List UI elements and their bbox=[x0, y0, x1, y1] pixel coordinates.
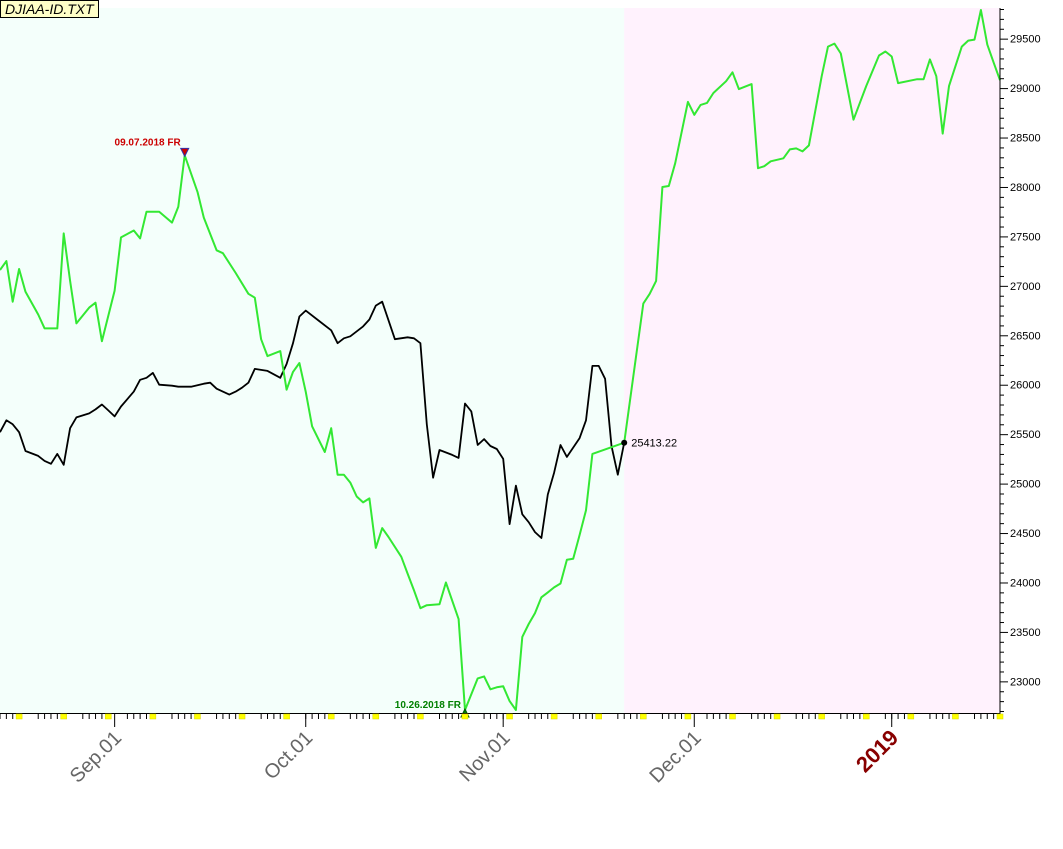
week-end-marker bbox=[417, 713, 424, 720]
week-end-marker bbox=[862, 713, 870, 720]
week-end-marker bbox=[550, 713, 558, 720]
price-tick-label: 29500 bbox=[1010, 34, 1041, 46]
shaded-region-history bbox=[0, 8, 625, 713]
week-end-marker bbox=[194, 713, 201, 720]
week-end-marker bbox=[60, 713, 67, 720]
week-end-marker bbox=[372, 713, 380, 720]
price-tick-label: 24000 bbox=[1010, 577, 1041, 589]
month-label: Oct.01 bbox=[260, 727, 317, 784]
week-end-marker bbox=[105, 713, 112, 720]
month-label: Nov.01 bbox=[455, 727, 514, 786]
week-end-marker bbox=[238, 713, 246, 720]
time-axis: Sep.01 Oct.01 Nov.01 Dec.01 2019 bbox=[0, 713, 1004, 787]
week-end-marker bbox=[595, 713, 602, 720]
price-tick-label: 23000 bbox=[1010, 676, 1041, 688]
last-value-label: 25413.22 bbox=[631, 438, 677, 450]
week-end-marker bbox=[15, 713, 23, 720]
week-end-marker bbox=[327, 713, 335, 720]
price-tick-label: 24500 bbox=[1010, 528, 1041, 540]
background-regions bbox=[0, 8, 1000, 713]
last-value-dot bbox=[621, 439, 628, 446]
price-axis: 23000 23500 24000 24500 25000 25500 26000 26500… bbox=[999, 8, 1041, 713]
price-tick-label: 28500 bbox=[1010, 133, 1041, 145]
week-end-marker bbox=[283, 713, 290, 720]
price-tick-label: 25500 bbox=[1010, 429, 1041, 441]
week-end-marker bbox=[996, 713, 1004, 720]
price-tick-label: 28000 bbox=[1010, 182, 1041, 194]
price-tick-label: 27000 bbox=[1010, 281, 1041, 293]
week-end-marker bbox=[818, 713, 825, 720]
price-tick-label: 25000 bbox=[1010, 479, 1041, 491]
year-label: 2019 bbox=[851, 725, 903, 777]
week-end-marker bbox=[684, 713, 692, 720]
price-tick-label: 26500 bbox=[1010, 330, 1041, 342]
price-line bbox=[0, 300, 626, 539]
price-tick-label: 27500 bbox=[1010, 231, 1041, 243]
shaded-region-projection bbox=[624, 8, 1000, 713]
price-tick-label: 23500 bbox=[1010, 627, 1041, 639]
projection-line bbox=[0, 9, 1001, 711]
week-end-marker bbox=[773, 713, 781, 720]
price-tick-label: 26000 bbox=[1010, 380, 1041, 392]
high-marker bbox=[179, 147, 190, 158]
week-end-marker bbox=[729, 713, 736, 720]
week-end-marker bbox=[907, 713, 915, 720]
week-end-marker bbox=[952, 713, 959, 720]
chart-title: DJIAA-ID.TXT bbox=[0, 0, 99, 18]
price-tick-label: 29000 bbox=[1010, 83, 1041, 95]
low-label: 10.26.2018 FR bbox=[395, 700, 462, 711]
week-end-marker bbox=[461, 713, 469, 720]
month-label: Sep.01 bbox=[66, 727, 126, 787]
series-group bbox=[0, 9, 1001, 711]
high-label: 09.07.2018 FR bbox=[115, 137, 182, 148]
month-label: Dec.01 bbox=[645, 727, 705, 787]
week-end-marker bbox=[640, 713, 647, 720]
week-end-marker bbox=[149, 713, 157, 720]
week-end-marker bbox=[506, 713, 513, 720]
